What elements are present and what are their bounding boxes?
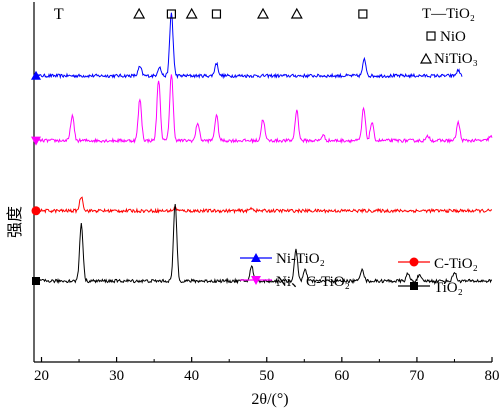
phase-marker-triangle bbox=[133, 7, 146, 19]
x-tick-label: 70 bbox=[409, 368, 424, 384]
phase-marker-triangle bbox=[185, 7, 198, 19]
phase-markers: T bbox=[54, 6, 368, 23]
x-tick-label: 50 bbox=[259, 368, 274, 384]
phase-legend-tio2: T—TiO₂ bbox=[422, 6, 475, 22]
triangle-marker bbox=[31, 70, 41, 80]
x-tick-label: 80 bbox=[485, 368, 500, 384]
circle-marker bbox=[31, 206, 41, 216]
triangle-marker-icon bbox=[251, 253, 261, 262]
legend-item-c-tio2: C-TiO₂ bbox=[398, 256, 478, 272]
phase-marker-square bbox=[358, 9, 368, 19]
x-tick-label: 40 bbox=[184, 368, 199, 384]
phase-marker-triangle bbox=[256, 7, 270, 19]
square-marker bbox=[32, 277, 40, 285]
x-axis-label: 2θ/(°) bbox=[251, 391, 288, 408]
phase-marker-t: T bbox=[54, 6, 64, 23]
x-tick-label: 20 bbox=[34, 368, 49, 384]
phase-legend-nitio3: NiTiO₃ bbox=[434, 51, 478, 67]
series-line bbox=[33, 74, 493, 145]
x-tick-label: 60 bbox=[334, 368, 349, 384]
circle-marker-icon bbox=[409, 257, 419, 267]
series-C-TiO₂ bbox=[31, 196, 493, 216]
series-layer bbox=[31, 12, 493, 285]
x-ticks: 20 30 40 50 60 70 80 bbox=[34, 357, 500, 384]
legend-item-ni-c-tio2: Ni、C-TiO₂ bbox=[240, 274, 350, 290]
square-icon bbox=[426, 31, 436, 41]
legend-label-tio2: TiO₂ bbox=[434, 280, 463, 296]
series-line bbox=[33, 204, 492, 285]
series-legend: Ni-TiO₂ C-TiO₂ Ni、C-TiO₂ TiO₂ bbox=[240, 251, 478, 296]
legend-item-tio2: TiO₂ bbox=[398, 280, 463, 296]
inverted-triangle-marker bbox=[31, 136, 41, 146]
triangle-icon bbox=[419, 52, 433, 64]
legend-label-ni-tio2: Ni-TiO₂ bbox=[276, 251, 325, 267]
series-Ni-TiO₂ bbox=[31, 12, 463, 80]
series-line bbox=[33, 196, 493, 215]
phase-marker-square bbox=[166, 9, 176, 19]
legend-item-ni-tio2: Ni-TiO₂ bbox=[240, 251, 325, 267]
square-marker-icon bbox=[410, 282, 418, 290]
axes bbox=[33, 2, 492, 363]
phase-marker-square bbox=[211, 9, 222, 19]
x-tick-label: 30 bbox=[109, 368, 124, 384]
phase-marker-triangle bbox=[290, 7, 303, 19]
series-TiO₂ bbox=[32, 204, 492, 285]
series-line bbox=[33, 12, 463, 80]
series-Ni、C-TiO₂ bbox=[31, 74, 493, 146]
inverted-triangle-marker-icon bbox=[251, 276, 261, 285]
legend-label-c-tio2: C-TiO₂ bbox=[434, 256, 478, 272]
y-axis-label: 强度 bbox=[6, 206, 24, 238]
phase-legend: T—TiO₂ NiO NiTiO₃ bbox=[419, 6, 478, 67]
phase-legend-nio: NiO bbox=[440, 29, 466, 45]
legend-label-ni-c-tio2: Ni、C-TiO₂ bbox=[276, 274, 350, 290]
